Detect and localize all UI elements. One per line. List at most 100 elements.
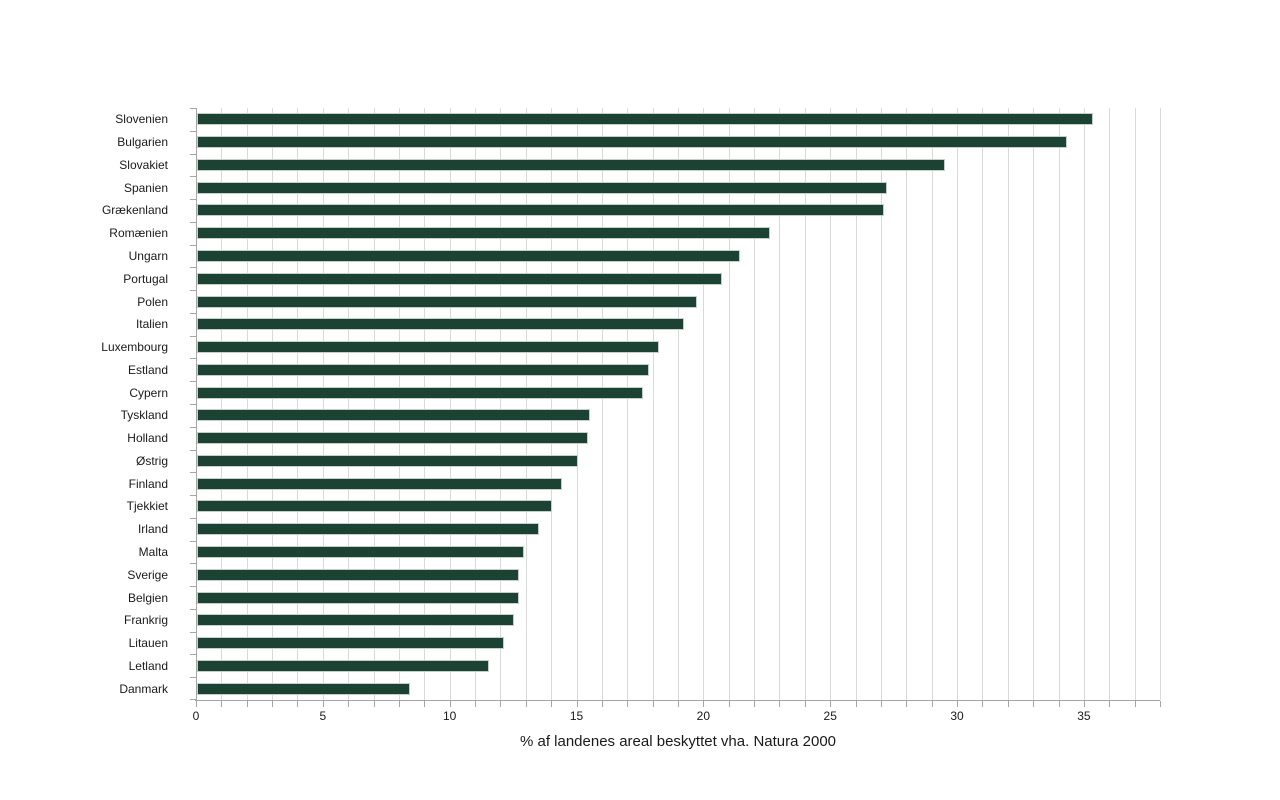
- bar-row: [196, 267, 1160, 290]
- bar-row: [196, 381, 1160, 404]
- gridline: [246, 108, 248, 700]
- x-axis-tick: [297, 701, 299, 707]
- bar: [197, 204, 885, 217]
- bar: [197, 249, 740, 262]
- bar-row: [196, 450, 1160, 473]
- gridline: [1007, 108, 1009, 700]
- bar: [197, 158, 946, 171]
- y-axis-tick: [190, 404, 196, 405]
- bar: [197, 363, 649, 376]
- y-axis-tick: [190, 540, 196, 542]
- category-label: Estland: [127, 362, 168, 377]
- x-axis-tick: [221, 701, 223, 707]
- gridline: [728, 108, 730, 700]
- bar-row: [196, 154, 1160, 177]
- x-axis-tick: [424, 701, 426, 707]
- gridline: [1058, 108, 1060, 700]
- x-tick-label: 20: [696, 709, 711, 723]
- y-axis-tick: [190, 608, 196, 610]
- category-label: Østrig: [135, 453, 168, 468]
- bar-row: [196, 245, 1160, 268]
- category-label: Tyskland: [120, 408, 168, 423]
- y-axis-tick: [190, 221, 196, 223]
- y-axis-tick: [190, 312, 196, 314]
- x-axis-tick: [779, 701, 781, 707]
- category-label: Luxembourg: [101, 340, 168, 355]
- y-axis-tick: [190, 381, 196, 383]
- bar: [197, 477, 563, 490]
- bar: [197, 454, 578, 467]
- x-tick-label: 15: [569, 709, 584, 723]
- x-axis-tick: [982, 701, 984, 707]
- y-axis-tick: [190, 130, 196, 132]
- bar-row: [196, 541, 1160, 564]
- category-label: Finland: [128, 476, 168, 491]
- category-label: Romænien: [109, 226, 168, 241]
- category-label: Spanien: [123, 180, 168, 195]
- x-tick-label: 30: [950, 709, 964, 723]
- bar-row: [196, 586, 1160, 609]
- x-axis-tick: [322, 701, 324, 707]
- x-axis-tick: [246, 701, 248, 707]
- x-axis-tick: [373, 701, 375, 707]
- bar: [197, 591, 520, 604]
- bar: [197, 637, 504, 650]
- y-axis-tick: [190, 472, 196, 474]
- bar: [197, 568, 520, 581]
- bar: [197, 659, 489, 672]
- category-label: Bulgarien: [117, 135, 168, 150]
- bar-row: [196, 518, 1160, 541]
- bar-row: [196, 677, 1160, 700]
- gridline: [398, 108, 400, 700]
- y-axis-tick: [190, 677, 196, 679]
- gridline: [373, 108, 375, 700]
- category-label: Grækenland: [101, 203, 168, 218]
- gridline: [931, 108, 933, 700]
- x-axis-tick: [576, 701, 578, 707]
- bar: [197, 341, 659, 354]
- x-axis-tick: [1033, 701, 1035, 707]
- y-axis: [196, 108, 197, 700]
- category-label: Slovakiet: [119, 157, 168, 172]
- gridline: [703, 108, 705, 700]
- y-axis-tick: [190, 290, 196, 292]
- x-axis-tick: [449, 701, 451, 707]
- y-axis-tick: [190, 426, 196, 428]
- x-axis-tick: [652, 701, 654, 707]
- gridline: [880, 108, 882, 700]
- bar-row: [196, 404, 1160, 427]
- x-axis-tick: [348, 701, 350, 707]
- bar: [197, 682, 411, 695]
- bar: [197, 432, 588, 445]
- x-axis-tick: [728, 701, 730, 707]
- bar: [197, 318, 685, 331]
- gridline: [500, 108, 502, 700]
- bar-row: [196, 427, 1160, 450]
- x-axis-tick: [1007, 701, 1009, 707]
- gridline: [830, 108, 832, 700]
- y-axis-tick: [190, 153, 196, 155]
- x-axis-tick: [754, 701, 756, 707]
- x-axis-tick: [1083, 701, 1085, 707]
- category-label: Litauen: [128, 636, 168, 651]
- y-axis-tick: [190, 244, 196, 246]
- category-label: Letland: [128, 658, 168, 673]
- bar: [197, 295, 697, 308]
- x-axis-tick: [601, 701, 603, 707]
- bar: [197, 545, 525, 558]
- gridline: [855, 108, 857, 700]
- gridline: [1033, 108, 1035, 700]
- x-axis-tick: [272, 701, 274, 707]
- bar-row: [196, 609, 1160, 632]
- y-axis-tick: [190, 654, 196, 656]
- x-axis-tick: [551, 701, 553, 707]
- gridline: [957, 108, 959, 700]
- gridline: [601, 108, 603, 700]
- x-axis-tick: [931, 701, 933, 707]
- bar-row: [196, 176, 1160, 199]
- gridline: [906, 108, 908, 700]
- gridline: [1134, 108, 1136, 700]
- bar-row: [196, 358, 1160, 381]
- x-axis-tick: [830, 701, 832, 707]
- gridline: [1109, 108, 1111, 700]
